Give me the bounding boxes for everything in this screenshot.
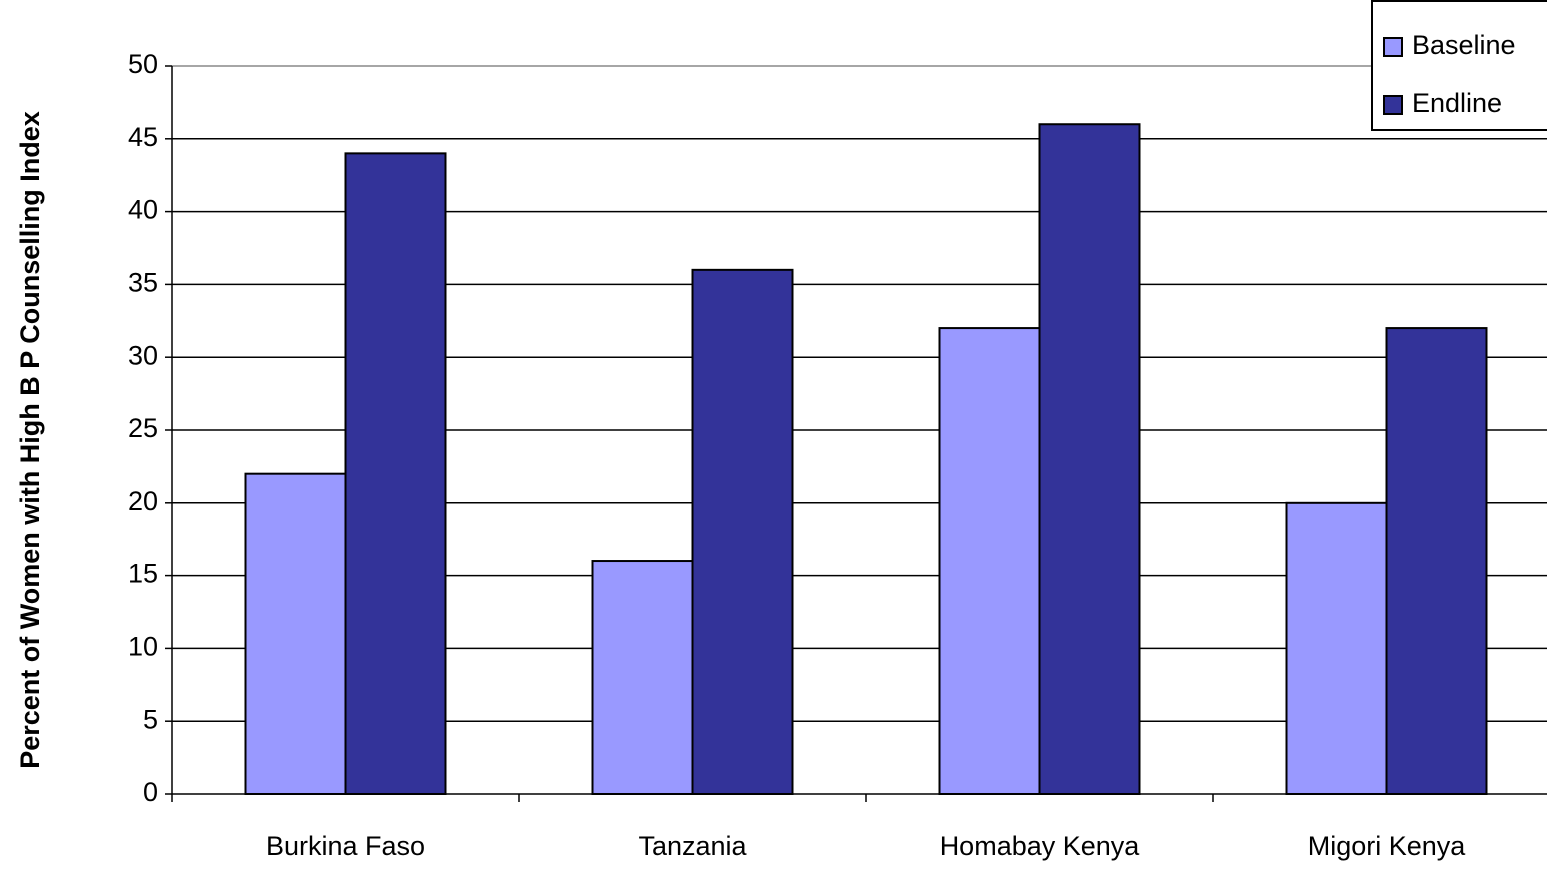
bar [1385,327,1488,795]
legend-swatch [1383,37,1403,57]
y-tick-label: 5 [143,704,158,734]
bar [591,560,694,795]
legend-label: Baseline [1412,30,1516,60]
bar [938,327,1041,795]
y-tick-label: 15 [128,559,158,589]
y-tick-label: 35 [128,268,158,298]
legend-label: Endline [1412,88,1502,118]
y-tick-label: 20 [128,486,158,516]
y-tick-label: 10 [128,632,158,662]
y-tick-label: 40 [128,195,158,225]
x-tick-label: Burkina Faso [266,831,425,861]
x-tick-label: Tanzania [638,831,747,861]
x-tick-label: Homabay Kenya [940,831,1141,861]
y-tick-label: 30 [128,340,158,370]
legend-swatch [1383,95,1403,115]
bar [344,152,447,796]
y-tick-label: 45 [128,122,158,152]
bar [1285,501,1388,795]
y-tick-label: 50 [128,49,158,79]
bar [691,268,794,795]
y-tick-label: 25 [128,413,158,443]
bar [244,472,347,795]
legend-box [1371,0,1547,131]
y-tick-label: 0 [143,777,158,807]
y-axis-label: Percent of Women with High B P Counselli… [15,111,45,769]
bar [1038,123,1141,796]
x-tick-label: Migori Kenya [1308,831,1467,861]
